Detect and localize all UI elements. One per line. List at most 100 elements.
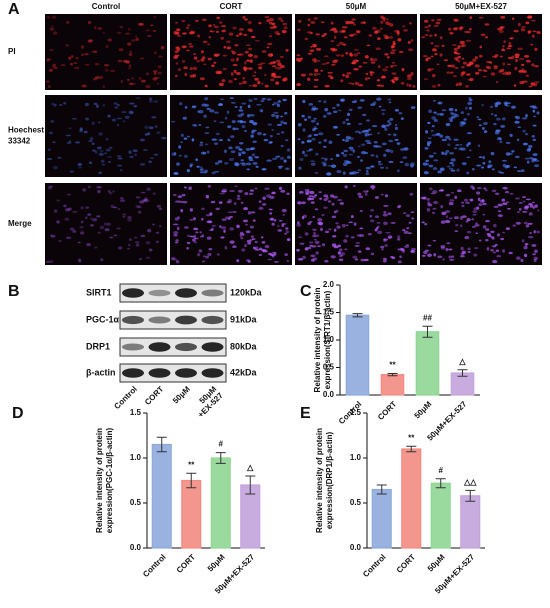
cell <box>373 145 379 148</box>
cell <box>439 167 445 172</box>
cell <box>196 59 201 63</box>
cell <box>109 146 113 149</box>
cell <box>372 58 378 62</box>
x-tick-label: CORT <box>376 399 398 421</box>
cell <box>140 79 147 83</box>
blot-strip <box>119 337 227 357</box>
cell <box>392 42 396 46</box>
cell <box>85 206 90 209</box>
cell <box>381 84 385 88</box>
cell <box>532 201 535 204</box>
cell <box>298 191 304 194</box>
cell <box>345 234 349 238</box>
cell <box>244 61 247 65</box>
cell <box>499 171 505 174</box>
cell <box>241 125 246 129</box>
cell <box>273 111 279 114</box>
cell <box>534 81 540 84</box>
cell <box>175 21 178 24</box>
cell <box>116 123 120 127</box>
row-label: Hoechest <box>8 126 44 135</box>
cell <box>370 185 376 189</box>
cell <box>435 133 441 136</box>
cell <box>174 54 180 57</box>
cell <box>59 104 63 106</box>
cell <box>524 243 529 246</box>
cell <box>113 102 118 105</box>
cell <box>215 207 220 211</box>
cell <box>274 260 279 263</box>
cell <box>157 65 162 69</box>
cell <box>475 222 478 225</box>
cell <box>307 115 312 119</box>
cell <box>145 256 151 259</box>
cell <box>183 137 188 140</box>
cell <box>260 100 265 102</box>
cell <box>153 72 157 75</box>
cell <box>515 256 521 260</box>
cell <box>431 73 436 78</box>
cell <box>330 76 334 80</box>
cell <box>97 231 101 234</box>
cell <box>507 207 511 210</box>
cell <box>477 144 481 148</box>
band <box>201 342 224 352</box>
micrograph <box>295 14 417 90</box>
cell <box>50 234 54 236</box>
cell <box>182 32 187 35</box>
cell <box>422 162 428 166</box>
cell <box>387 212 392 215</box>
cell <box>324 230 330 234</box>
cell <box>478 203 483 207</box>
cell <box>405 244 410 247</box>
cell <box>344 248 348 251</box>
cell <box>332 110 338 114</box>
cell <box>349 161 352 164</box>
cell <box>228 139 231 142</box>
cell <box>302 150 305 155</box>
band <box>122 288 144 298</box>
cell <box>107 189 111 193</box>
cell <box>181 60 186 63</box>
cell <box>118 48 124 52</box>
cell <box>381 247 384 251</box>
cell <box>336 225 341 229</box>
cell <box>369 214 373 218</box>
cell <box>211 224 216 227</box>
cell <box>182 116 188 120</box>
cell <box>204 132 210 134</box>
cell <box>536 31 541 34</box>
cell <box>532 124 537 127</box>
cell <box>337 244 341 248</box>
cell <box>411 249 414 252</box>
cell <box>355 242 360 244</box>
cell <box>205 214 211 217</box>
cell <box>351 18 356 21</box>
cell <box>267 252 273 255</box>
cell <box>70 54 74 59</box>
cell <box>92 218 98 222</box>
cell <box>87 20 92 25</box>
cell <box>337 109 342 112</box>
cell <box>492 251 497 254</box>
cell <box>364 55 369 59</box>
cell <box>501 72 505 75</box>
cell <box>509 192 514 195</box>
cell <box>56 220 60 224</box>
cell <box>217 160 223 164</box>
cell <box>533 115 537 118</box>
cell <box>119 196 124 200</box>
cell <box>311 258 315 262</box>
cell <box>506 71 512 75</box>
cell <box>239 162 246 165</box>
cell <box>125 60 130 64</box>
cell <box>423 78 429 80</box>
cell <box>270 78 275 82</box>
cell <box>478 16 484 19</box>
cell <box>466 156 471 159</box>
cell <box>57 156 62 159</box>
cell <box>342 74 346 77</box>
cell <box>321 243 326 247</box>
cell <box>142 199 147 202</box>
cell <box>249 189 255 192</box>
